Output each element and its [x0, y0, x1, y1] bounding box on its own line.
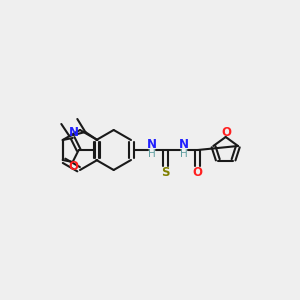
Text: N: N [179, 139, 189, 152]
Text: N: N [147, 139, 157, 152]
Text: H: H [148, 149, 156, 159]
Text: N: N [69, 127, 79, 140]
Text: O: O [69, 160, 79, 173]
Text: O: O [222, 125, 232, 139]
Text: O: O [193, 166, 203, 178]
Text: H: H [180, 149, 188, 159]
Text: S: S [161, 166, 170, 178]
